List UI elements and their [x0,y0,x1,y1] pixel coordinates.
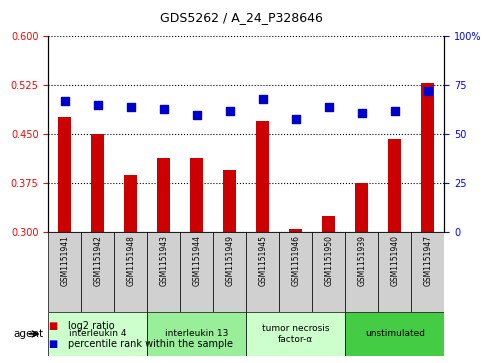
Bar [147,232,180,312]
Bar [223,170,237,232]
Bar [180,232,213,312]
Point [325,104,333,110]
Text: GSM1151939: GSM1151939 [357,235,366,286]
Bar [289,229,302,232]
Text: GSM1151949: GSM1151949 [226,235,234,286]
Bar [388,139,401,232]
Point [193,112,201,118]
Bar [313,232,345,312]
Point [391,108,399,114]
Bar [91,134,104,232]
Bar [81,232,114,312]
Point [160,106,168,112]
Text: GSM1151944: GSM1151944 [192,235,201,286]
Point [61,98,69,104]
Bar [355,183,369,232]
Bar [378,232,412,312]
Text: log2 ratio: log2 ratio [68,321,114,331]
Bar [412,232,444,312]
Text: GSM1151948: GSM1151948 [127,235,135,286]
Text: ■: ■ [48,339,57,349]
Bar [48,232,81,312]
Text: GSM1151943: GSM1151943 [159,235,168,286]
Bar [421,83,435,232]
Text: interleukin 13: interleukin 13 [165,330,228,338]
Point [358,110,366,116]
Bar [157,159,170,232]
Bar [246,232,279,312]
Bar [345,232,378,312]
Point [226,108,234,114]
Text: unstimulated: unstimulated [365,330,425,338]
Text: ■: ■ [48,321,57,331]
Text: GSM1151946: GSM1151946 [291,235,300,286]
Point [94,102,102,108]
Point [259,96,267,102]
Bar [58,117,71,232]
Text: agent: agent [14,329,43,339]
Text: GSM1151942: GSM1151942 [93,235,102,286]
Bar [256,121,270,232]
Text: GSM1151950: GSM1151950 [325,235,333,286]
Text: GDS5262 / A_24_P328646: GDS5262 / A_24_P328646 [160,11,323,24]
Point [127,104,135,110]
Text: GSM1151947: GSM1151947 [424,235,432,286]
Text: GSM1151940: GSM1151940 [390,235,399,286]
Text: percentile rank within the sample: percentile rank within the sample [68,339,233,349]
Text: GSM1151945: GSM1151945 [258,235,267,286]
Text: GSM1151941: GSM1151941 [60,235,69,286]
Point [424,88,432,94]
Bar [322,216,335,232]
Bar [345,312,444,356]
Bar [124,175,138,232]
Bar [48,312,147,356]
Bar [213,232,246,312]
Bar [147,312,246,356]
Bar [246,312,345,356]
Point [292,116,300,122]
Bar [190,159,203,232]
Text: interleukin 4: interleukin 4 [69,330,127,338]
Bar [114,232,147,312]
Bar [279,232,313,312]
Text: tumor necrosis
factor-α: tumor necrosis factor-α [262,324,329,344]
